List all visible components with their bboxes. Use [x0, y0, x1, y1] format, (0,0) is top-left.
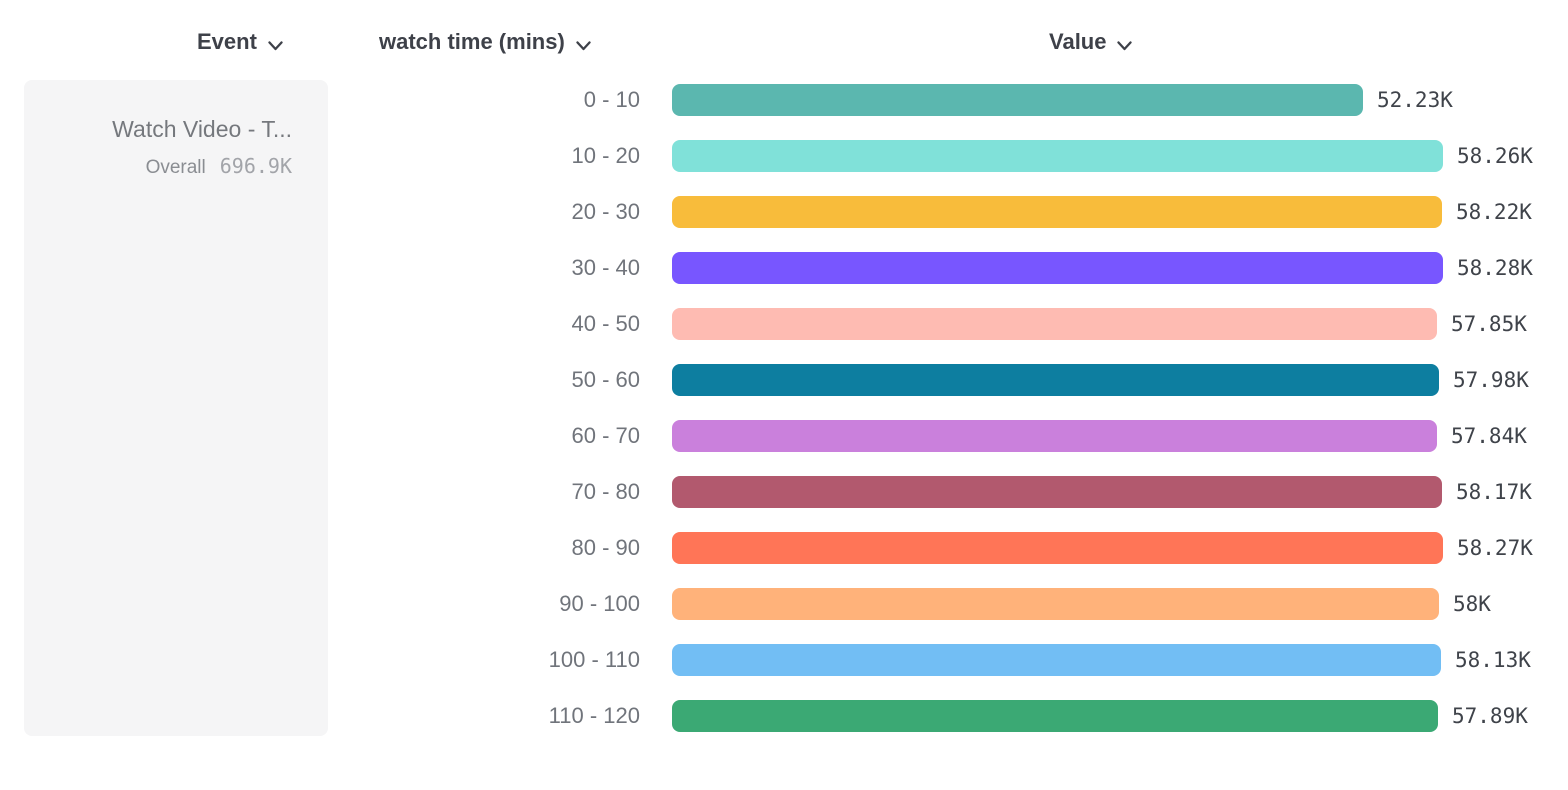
bar-segment[interactable] [672, 364, 1439, 396]
bar-segment[interactable] [672, 308, 1437, 340]
chart-row: 0 - 10 52.23K [0, 72, 1568, 128]
bucket-label: 10 - 20 [571, 143, 641, 168]
event-column-dropdown[interactable]: Event [197, 27, 283, 57]
bar-value-label: 57.85K [1451, 312, 1527, 336]
event-title: Watch Video - T... [112, 116, 292, 142]
bar-track: 58.27K [672, 532, 1533, 564]
horizontal-bar-chart: 0 - 10 52.23K 10 - 20 58.26K 20 - 30 58.… [0, 72, 1568, 744]
bucket-label: 20 - 30 [571, 199, 641, 224]
bar-value-label: 58.28K [1457, 256, 1533, 280]
chevron-down-icon [268, 29, 283, 59]
value-column-label: Value [1049, 29, 1107, 54]
bar-segment[interactable] [672, 644, 1441, 676]
bar-track: 52.23K [672, 84, 1453, 116]
bar-value-label: 57.89K [1452, 704, 1528, 728]
chart-row: 110 - 120 57.89K [0, 688, 1568, 744]
bar-value-label: 57.84K [1451, 424, 1527, 448]
bar-segment[interactable] [672, 532, 1443, 564]
value-column-dropdown[interactable]: Value [1049, 27, 1133, 59]
bar-value-label: 58K [1453, 592, 1491, 616]
bar-track: 57.98K [672, 364, 1529, 396]
bucket-label: 70 - 80 [571, 479, 641, 504]
bar-track: 58.28K [672, 252, 1533, 284]
bar-track: 58.17K [672, 476, 1532, 508]
chart-row: 40 - 50 57.85K [0, 296, 1568, 352]
chevron-down-icon [576, 29, 591, 59]
chart-row: 90 - 100 58K [0, 576, 1568, 632]
chart-row: 60 - 70 57.84K [0, 408, 1568, 464]
bar-segment[interactable] [672, 700, 1438, 732]
bar-track: 58.13K [672, 644, 1531, 676]
chart-row: 70 - 80 58.17K [0, 464, 1568, 520]
bucket-label: 40 - 50 [571, 311, 641, 336]
bar-segment[interactable] [672, 476, 1442, 508]
bar-value-label: 57.98K [1453, 368, 1529, 392]
bucket-label: 100 - 110 [548, 647, 640, 672]
overall-label: Overall [145, 157, 206, 178]
bar-value-label: 58.17K [1456, 480, 1532, 504]
bar-track: 58.22K [672, 196, 1532, 228]
bar-track: 57.85K [672, 308, 1527, 340]
bucket-label: 60 - 70 [571, 423, 641, 448]
chart-row: 20 - 30 58.22K [0, 184, 1568, 240]
bar-value-label: 58.22K [1456, 200, 1532, 224]
bucket-label: 50 - 60 [571, 367, 641, 392]
bucket-label: 30 - 40 [571, 255, 641, 280]
bar-segment[interactable] [672, 420, 1437, 452]
bar-segment[interactable] [672, 84, 1363, 116]
chart-row: 80 - 90 58.27K [0, 520, 1568, 576]
chart-row: 30 - 40 58.28K [0, 240, 1568, 296]
event-overall-row: Overall 696.9K [24, 153, 292, 181]
breakdown-column-dropdown[interactable]: watch time (mins) [379, 27, 591, 57]
bar-track: 57.84K [672, 420, 1527, 452]
chevron-down-icon [1117, 29, 1133, 59]
bar-segment[interactable] [672, 252, 1443, 284]
chart-row: 100 - 110 58.13K [0, 632, 1568, 688]
chart-row: 10 - 20 58.26K [0, 128, 1568, 184]
bar-segment[interactable] [672, 196, 1442, 228]
bar-value-label: 58.27K [1457, 536, 1533, 560]
event-card[interactable]: Watch Video - T... Overall 696.9K [24, 80, 328, 736]
event-column-label: Event [197, 29, 257, 54]
bucket-label: 110 - 120 [548, 703, 640, 728]
breakdown-column-label: watch time (mins) [379, 29, 565, 54]
bar-track: 58.26K [672, 140, 1533, 172]
bar-value-label: 58.13K [1455, 648, 1531, 672]
bar-value-label: 58.26K [1457, 144, 1533, 168]
bucket-label: 90 - 100 [559, 591, 640, 616]
overall-value: 696.9K [219, 154, 292, 178]
bar-track: 58K [672, 588, 1491, 620]
bar-track: 57.89K [672, 700, 1528, 732]
chart-row: 50 - 60 57.98K [0, 352, 1568, 408]
bucket-label: 80 - 90 [571, 535, 641, 560]
bucket-label: 0 - 10 [583, 87, 640, 112]
bar-segment[interactable] [672, 588, 1439, 620]
bar-segment[interactable] [672, 140, 1443, 172]
bar-value-label: 52.23K [1377, 88, 1453, 112]
